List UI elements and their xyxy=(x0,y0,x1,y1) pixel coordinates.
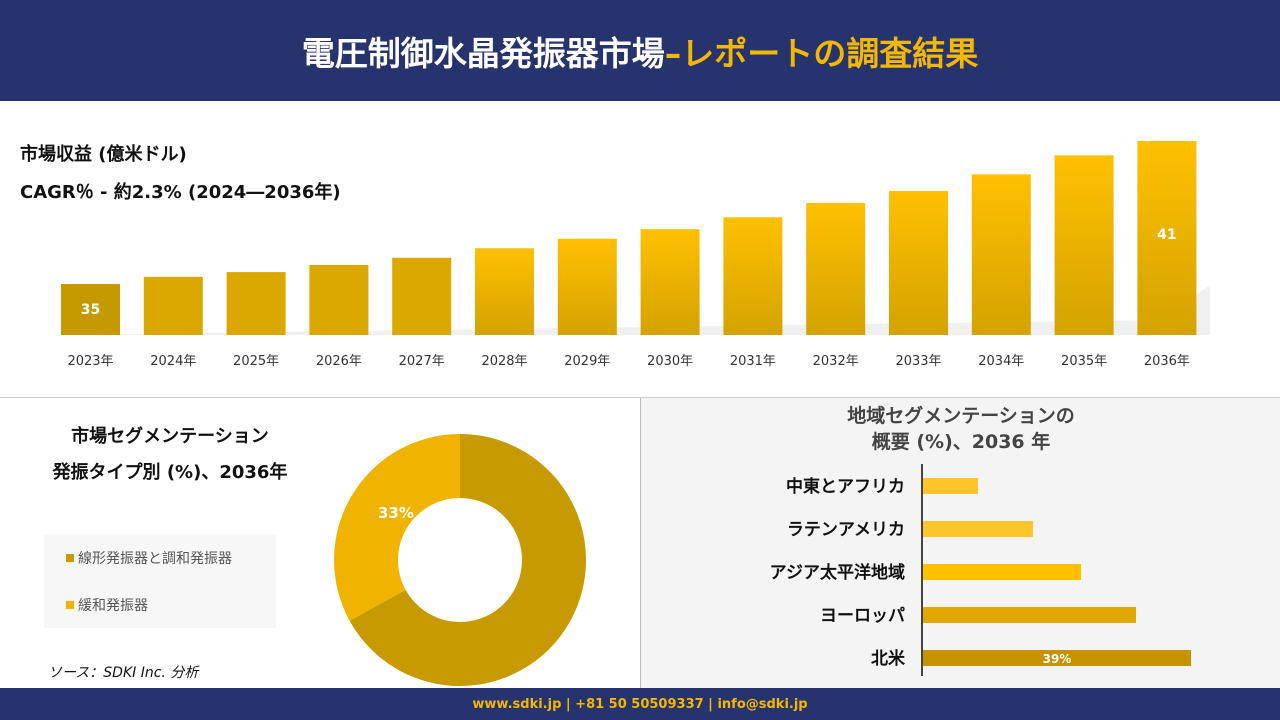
x-tick-label: 2030年 xyxy=(647,354,693,369)
revenue-bar xyxy=(143,276,203,335)
region-bar xyxy=(923,564,1082,580)
donut-slice xyxy=(334,434,460,621)
bar-data-label: 41 xyxy=(1157,227,1176,243)
region-label: ラテンアメリカ xyxy=(787,520,905,540)
x-tick-label: 2025年 xyxy=(233,354,279,369)
regional-panel: 地域セグメンテーションの 概要 (%)、2036 年 中東とアフリカ ラテンアメリ… xyxy=(640,398,1280,688)
x-tick-label: 2034年 xyxy=(978,354,1024,369)
revenue-title: 市場収益 (億米ドル) xyxy=(20,144,187,165)
revenue-bar xyxy=(392,257,452,335)
footer-contact: www.sdki.jp | +81 50 50509337 | info@sdk… xyxy=(0,688,1280,720)
divider xyxy=(0,397,1280,398)
revenue-bar xyxy=(61,284,120,335)
revenue-bar xyxy=(971,174,1031,335)
revenue-bar xyxy=(226,272,286,335)
title-main: 電圧制御水晶発振器市場 xyxy=(301,33,665,73)
x-tick-label: 2029年 xyxy=(564,354,610,369)
regional-title-2: 概要 (%)、2036 年 xyxy=(871,431,1051,453)
x-tick-label: 2027年 xyxy=(399,354,445,369)
legend-label: 緩和発振器 xyxy=(78,598,148,614)
region-bar xyxy=(923,607,1137,623)
region-data-label: 39% xyxy=(1043,652,1072,666)
x-tick-label: 2026年 xyxy=(316,354,362,369)
cagr-label: CAGR％ - 約2.3% (2024―2036年) xyxy=(20,182,341,203)
x-tick-label: 2032年 xyxy=(813,354,859,369)
legend-item: 線形発振器と調和発振器 xyxy=(66,548,232,568)
legend-swatch xyxy=(66,554,74,562)
x-tick-label: 2036年 xyxy=(1144,354,1190,369)
regional-title-1: 地域セグメンテーションの xyxy=(847,405,1075,427)
revenue-bar xyxy=(1137,141,1197,335)
x-tick-label: 2031年 xyxy=(730,354,776,369)
region-bar xyxy=(923,478,978,494)
revenue-bar xyxy=(1054,155,1114,335)
legend-swatch xyxy=(66,601,74,609)
title-accent: –レポートの調査結果 xyxy=(664,33,979,73)
donut-data-label: 33% xyxy=(378,504,414,522)
region-label: 中東とアフリカ xyxy=(786,476,905,497)
oscillator-type-donut: 33% xyxy=(334,434,586,686)
revenue-bar xyxy=(889,191,948,335)
region-label: ヨーロッパ xyxy=(820,606,905,626)
revenue-bar xyxy=(806,202,866,335)
segment-title-1: 市場セグメンテーション xyxy=(71,426,269,447)
segment-title-2: 発振タイプ別 (%)、2036年 xyxy=(52,462,288,483)
region-bar xyxy=(923,650,1191,666)
revenue-bar xyxy=(557,238,617,335)
region-label: アジア太平洋地域 xyxy=(770,562,905,583)
region-bar xyxy=(923,521,1033,537)
x-tick-label: 2035年 xyxy=(1061,354,1107,369)
source-note: ソース：SDKI Inc. 分析 xyxy=(48,665,199,681)
revenue-bar xyxy=(475,248,534,335)
header-banner: 電圧制御水晶発振器市場 –レポートの調査結果 xyxy=(0,0,1280,101)
legend-item: 緩和発振器 xyxy=(66,595,148,615)
donut-slice xyxy=(349,434,586,686)
revenue-bar xyxy=(723,217,783,335)
x-tick-label: 2023年 xyxy=(67,354,113,369)
revenue-bar xyxy=(640,229,700,335)
x-tick-label: 2028年 xyxy=(481,354,527,369)
legend-label: 線形発振器と調和発振器 xyxy=(78,551,232,567)
donut-legend: 線形発振器と調和発振器 緩和発振器 xyxy=(44,534,276,628)
revenue-bar-chart: 2023年 35 2024年 2025年 2026年 2027年 2028年 2029年 203… xyxy=(60,141,1210,369)
region-label: 北米 xyxy=(871,648,906,669)
x-tick-label: 2024年 xyxy=(150,354,196,369)
bar-data-label: 35 xyxy=(81,302,100,318)
revenue-bar xyxy=(309,264,369,335)
x-tick-label: 2033年 xyxy=(895,354,941,369)
